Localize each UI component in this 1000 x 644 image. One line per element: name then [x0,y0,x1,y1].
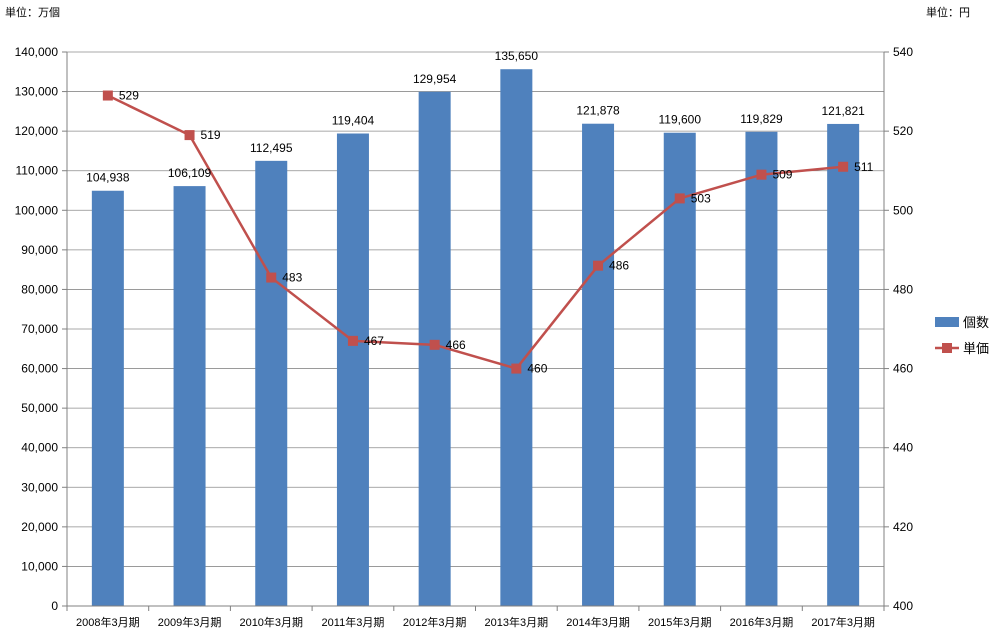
right-axis-tick-label: 500 [893,203,913,217]
bar [582,123,615,607]
x-axis-tick-label: 2011年3月期 [322,615,385,629]
right-axis-tick-label: 440 [893,441,913,455]
left-axis-tick-label: 30,000 [21,480,58,494]
bar [663,132,696,606]
line-point [674,193,685,204]
left-axis-tick-label: 0 [51,599,58,613]
x-axis-tick-label: 2010年3月期 [239,615,303,629]
line-data-label: 519 [201,128,221,142]
bar [255,160,288,606]
bar [745,131,778,607]
legend-line-label: 単価 [963,341,989,356]
left-axis-tick-label: 140,000 [15,45,59,59]
right-axis-tick-label: 480 [893,282,913,296]
line-data-label: 466 [446,338,466,352]
legend-bar-label: 個数 [963,315,989,330]
left-axis-tick-label: 50,000 [21,401,58,415]
bar-data-label: 119,404 [332,114,375,128]
right-axis-tick-label: 400 [893,599,913,613]
x-axis-tick-label: 2009年3月期 [158,615,222,629]
bar [500,69,533,607]
bar-data-label: 104,938 [86,171,130,185]
legend-line-marker [942,343,952,353]
line-point [593,260,604,271]
x-axis-tick-label: 2017年3月期 [811,615,875,629]
bar-data-label: 119,600 [659,113,702,127]
left-axis-tick-label: 40,000 [21,441,58,455]
legend-bar-swatch [935,317,959,327]
bar-data-label: 106,109 [168,166,212,180]
bar [91,190,124,606]
line-data-label: 483 [282,271,302,285]
left-axis-tick-label: 90,000 [21,243,58,257]
x-axis-tick-label: 2013年3月期 [485,615,549,629]
line-data-label: 509 [772,168,792,182]
left-axis-tick-label: 70,000 [21,322,58,336]
line-point [184,130,195,141]
left-axis-tick-label: 130,000 [15,85,59,99]
right-axis-tick-label: 540 [893,45,913,59]
bar-data-label: 119,829 [740,112,783,126]
bar-data-label: 112,495 [250,141,293,155]
left-axis-tick-label: 100,000 [15,203,59,217]
right-axis-tick-label: 420 [893,520,913,534]
line-data-label: 460 [527,362,547,376]
line-point [511,363,522,374]
line-data-label: 467 [364,334,384,348]
right-axis-unit-label: 単位：円 [926,7,970,19]
right-axis-tick-label: 460 [893,362,913,376]
line-point [266,272,277,283]
left-axis-tick-label: 110,000 [16,164,59,178]
line-point [429,339,440,350]
bar [173,186,206,607]
left-axis-tick-label: 80,000 [21,282,58,296]
x-axis-tick-label: 2012年3月期 [403,615,467,629]
line-data-label: 529 [119,89,139,103]
line-point [756,169,767,180]
line-data-label: 486 [609,259,629,273]
line-point [347,335,358,346]
left-axis-tick-label: 10,000 [21,559,58,573]
left-axis-tick-label: 60,000 [21,362,58,376]
line-data-label: 511 [854,160,873,174]
line-data-label: 503 [691,191,711,205]
bar-data-label: 121,878 [576,104,620,118]
x-axis-tick-label: 2015年3月期 [648,615,712,629]
x-axis-tick-label: 2008年3月期 [76,615,140,629]
line-point [838,161,849,172]
left-axis-tick-label: 120,000 [15,124,59,138]
bar-data-label: 129,954 [413,72,457,86]
line-point [102,90,113,101]
left-axis-tick-label: 20,000 [21,520,58,534]
bar [336,133,369,606]
line-series [107,94,844,370]
bar-data-label: 121,821 [821,104,865,118]
bar [827,123,860,607]
x-axis-tick-label: 2016年3月期 [730,615,794,629]
bar-data-label: 135,650 [495,49,539,63]
left-axis-unit-label: 単位：万個 [5,7,60,19]
right-axis-tick-label: 520 [893,124,913,138]
x-axis-tick-label: 2014年3月期 [566,615,630,629]
